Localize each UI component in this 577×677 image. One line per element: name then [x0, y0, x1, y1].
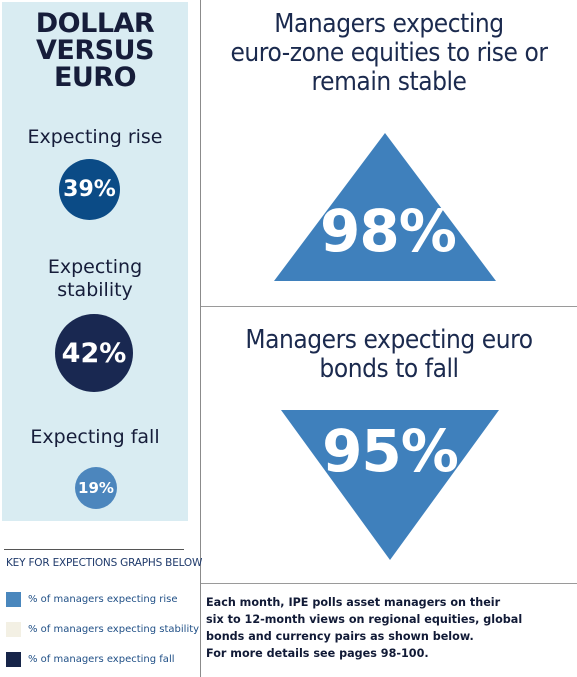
equities-headline-line-2: euro-zone equities to rise or	[230, 38, 548, 68]
rise-swatch	[6, 591, 21, 607]
panel-title-line-1: DOLLAR	[35, 8, 155, 39]
panel-title-line-3: EURO	[53, 62, 137, 93]
info-line-3: bonds and currency pairs as shown below.	[206, 630, 474, 643]
key-item-rise: % of managers expecting rise	[6, 590, 178, 608]
equities-headline-line-3: remain stable	[311, 67, 467, 97]
info-line-4: For more details see pages 98-100.	[206, 647, 429, 660]
down-triangle-icon	[281, 410, 499, 560]
info-line-2: six to 12-month views on regional equiti…	[206, 613, 523, 626]
bottom-divider	[201, 583, 577, 584]
stability-value-circle: 42%	[55, 314, 133, 392]
info-line-1: Each month, IPE polls asset managers on …	[206, 596, 501, 609]
fall-value-circle: 19%	[75, 467, 117, 509]
rise-label: Expecting rise	[27, 126, 163, 148]
stability-value: 42%	[61, 337, 127, 369]
stability-swatch	[6, 621, 21, 637]
info-paragraph: Each month, IPE polls asset managers on …	[206, 594, 574, 662]
equities-headline: Managers expecting euro-zone equities to…	[224, 10, 553, 97]
panel-title-line-2: VERSUS	[36, 35, 154, 66]
bonds-headline: Managers expecting euro bonds to fall	[224, 326, 553, 384]
bonds-value: 95%	[322, 417, 459, 485]
vertical-divider	[200, 0, 201, 677]
key-item-label: % of managers expecting fall	[28, 653, 175, 665]
bonds-headline-line-1: Managers expecting euro	[245, 325, 533, 355]
fall-label: Expecting fall	[30, 426, 160, 448]
fall-value: 19%	[78, 479, 114, 497]
dollar-euro-panel: DOLLAR VERSUS EURO Expecting rise 39% Ex…	[2, 2, 188, 521]
stability-label: Expecting stability	[2, 256, 188, 302]
key-title: KEY FOR EXPECTIONS GRAPHS BELOW	[6, 557, 203, 569]
stability-label-line-2: stability	[57, 279, 133, 301]
up-triangle-icon	[274, 133, 496, 281]
key-item-label: % of managers expecting stability	[28, 623, 200, 635]
equities-value: 98%	[320, 197, 457, 265]
equities-headline-line-1: Managers expecting	[274, 9, 504, 39]
panel-title: DOLLAR VERSUS EURO	[2, 10, 188, 91]
fall-swatch	[6, 651, 21, 667]
rise-value: 39%	[63, 177, 116, 202]
stability-label-line-1: Expecting	[47, 256, 143, 278]
middle-divider	[201, 306, 577, 307]
rise-value-circle: 39%	[59, 159, 120, 220]
key-divider	[4, 549, 184, 550]
key-item-stability: % of managers expecting stability	[6, 620, 199, 638]
key-item-fall: % of managers expecting fall	[6, 650, 175, 668]
bonds-headline-line-2: bonds to fall	[319, 354, 459, 384]
key-item-label: % of managers expecting rise	[28, 593, 178, 605]
